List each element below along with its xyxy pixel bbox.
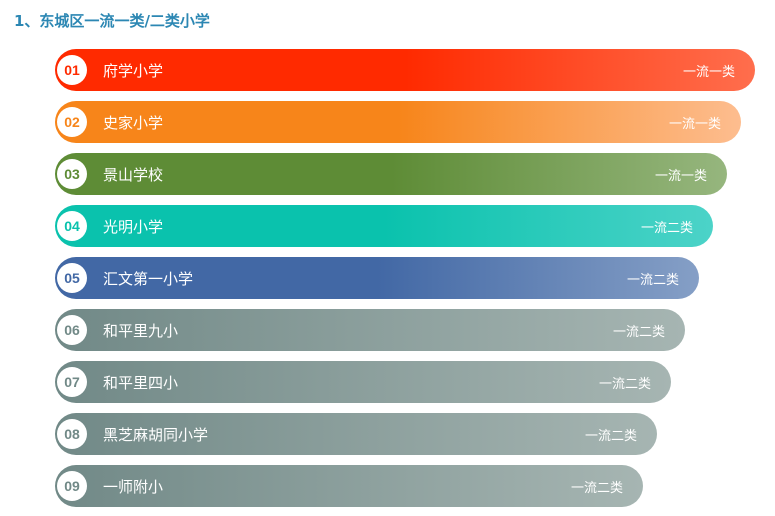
school-category: 一流一类 <box>654 168 707 184</box>
rank-badge: 09 <box>57 471 87 501</box>
school-row[interactable]: 03 景山学校 一流一类 <box>55 153 727 195</box>
school-row[interactable]: 06 和平里九小 一流二类 <box>55 309 685 351</box>
rank-badge: 01 <box>57 55 87 85</box>
rank-badge: 08 <box>57 419 87 449</box>
school-row[interactable]: 08 黑芝麻胡同小学 一流二类 <box>55 413 657 455</box>
school-row[interactable]: 02 史家小学 一流一类 <box>55 101 741 143</box>
school-category: 一流二类 <box>612 324 665 340</box>
rank-badge: 03 <box>57 159 87 189</box>
rank-badge: 05 <box>57 263 87 293</box>
school-name: 府学小学 <box>103 61 164 80</box>
school-row[interactable]: 07 和平里四小 一流二类 <box>55 361 671 403</box>
rank-badge: 07 <box>57 367 87 397</box>
rank-badge: 06 <box>57 315 87 345</box>
school-name: 史家小学 <box>103 113 164 132</box>
school-row[interactable]: 05 汇文第一小学 一流二类 <box>55 257 699 299</box>
school-category: 一流二类 <box>570 480 623 496</box>
school-row[interactable]: 04 光明小学 一流二类 <box>55 205 713 247</box>
school-category: 一流一类 <box>668 116 721 132</box>
school-name: 一师附小 <box>103 477 164 496</box>
school-name: 和平里四小 <box>103 373 179 392</box>
school-category: 一流二类 <box>584 428 637 444</box>
school-name: 光明小学 <box>103 217 164 236</box>
rank-badge: 02 <box>57 107 87 137</box>
school-name: 景山学校 <box>103 165 164 184</box>
school-name: 汇文第一小学 <box>103 269 194 288</box>
school-category: 一流二类 <box>640 220 693 236</box>
school-name: 和平里九小 <box>103 321 179 340</box>
rank-badge: 04 <box>57 211 87 241</box>
school-category: 一流二类 <box>598 376 651 392</box>
school-category: 一流二类 <box>626 272 679 288</box>
school-row[interactable]: 09 一师附小 一流二类 <box>55 465 643 507</box>
school-row[interactable]: 01 府学小学 一流一类 <box>55 49 755 91</box>
school-category: 一流一类 <box>682 64 735 80</box>
school-name: 黑芝麻胡同小学 <box>103 425 209 444</box>
section-title: 1、东城区一流一类/二类小学 <box>14 12 210 30</box>
